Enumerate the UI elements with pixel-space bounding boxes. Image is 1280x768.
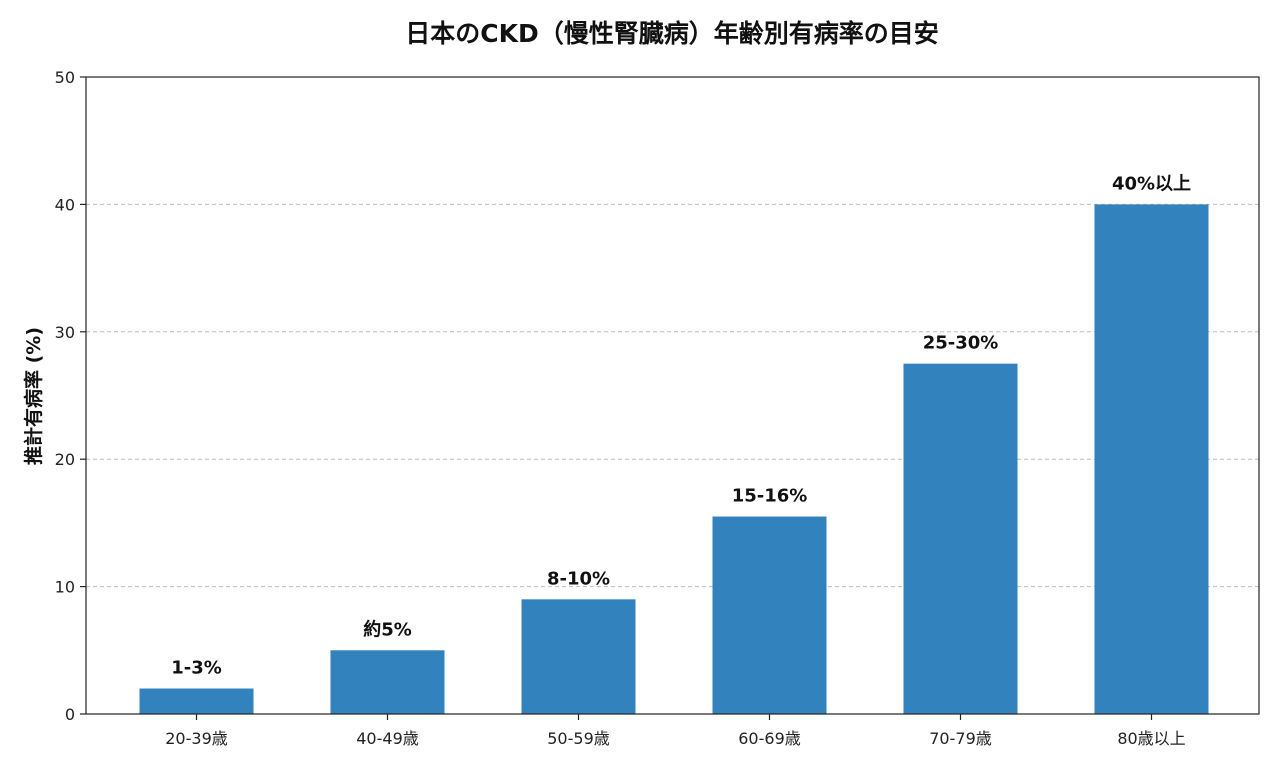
x-tick-label: 40-49歳: [356, 729, 419, 748]
data-label: 25-30%: [923, 333, 999, 354]
y-tick-label: 0: [65, 705, 75, 724]
bar: [903, 363, 1018, 714]
plot-frame: [85, 76, 1260, 715]
x-ticks: 20-39歳 40-49歳 50-59歳 60-69歳 70-79歳 80歳以上: [165, 714, 1186, 748]
x-tick-label: 60-69歳: [738, 729, 801, 748]
data-label: 40%以上: [1112, 173, 1191, 194]
y-tick-label: 30: [55, 323, 75, 342]
x-tick-label: 70-79歳: [929, 729, 992, 748]
bar: [330, 650, 445, 714]
x-tick-label: 20-39歳: [165, 729, 228, 748]
data-label: 15-16%: [732, 486, 808, 507]
y-tick-label: 10: [55, 578, 75, 597]
chart-title: 日本のCKD（慢性腎臓病）年齢別有病率の目安: [405, 19, 938, 48]
bar: [139, 688, 254, 714]
gridlines: [86, 203, 1259, 588]
y-tick-label: 40: [55, 195, 75, 214]
x-tick-label: 50-59歳: [547, 729, 610, 748]
data-label: 8-10%: [547, 568, 610, 589]
y-axis-label: 推計有病率 (%): [22, 327, 45, 465]
data-label: 1-3%: [171, 658, 222, 679]
x-tick-label: 80歳以上: [1117, 729, 1185, 748]
bar: [1094, 204, 1209, 714]
y-ticks: 0 10 20 30 40 50: [55, 68, 86, 724]
bar: [712, 516, 827, 714]
y-tick-label: 50: [55, 68, 75, 87]
y-tick-label: 20: [55, 450, 75, 469]
bar: [521, 599, 636, 714]
bars: [139, 204, 1209, 714]
data-labels: 1-3% 約5% 8-10% 15-16% 25-30% 40%以上: [171, 173, 1191, 678]
data-label: 約5%: [363, 618, 412, 640]
